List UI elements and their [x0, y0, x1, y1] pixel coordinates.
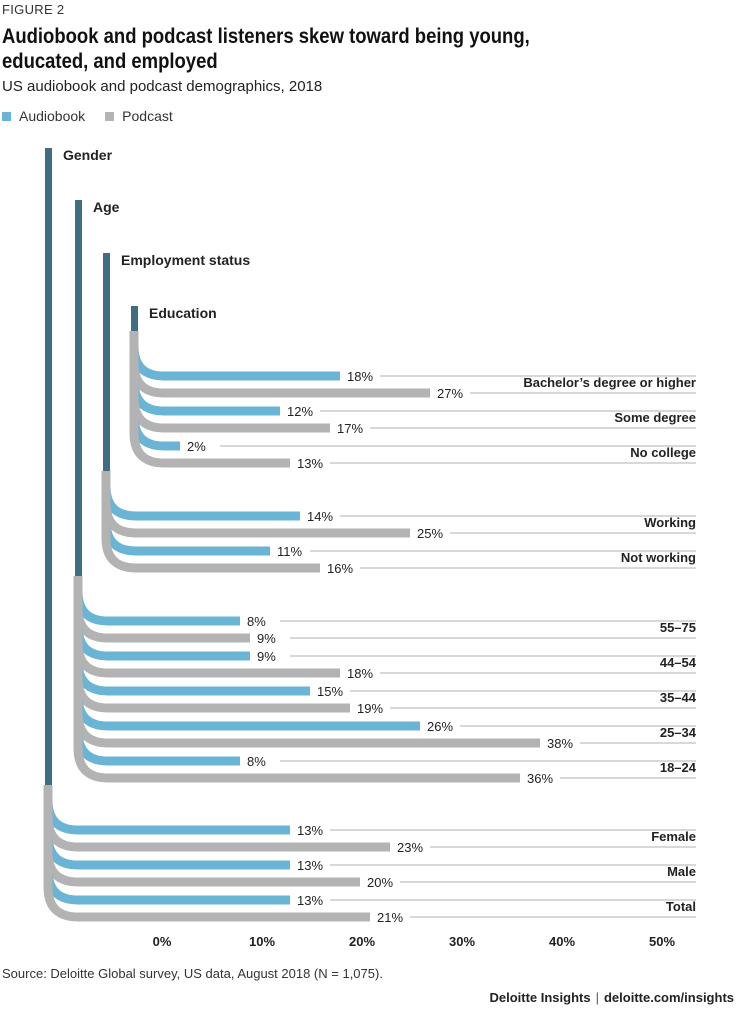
value-audiobook-age-35-44: 15%	[317, 684, 343, 699]
value-podcast-age-35-44: 19%	[357, 701, 383, 716]
legend-label-podcast: Podcast	[122, 108, 173, 124]
chart-legend: Audiobook Podcast	[2, 108, 173, 124]
stem-age	[75, 200, 82, 591]
value-audiobook-age-18-24: 8%	[247, 754, 266, 769]
x-tick-label-50: 50%	[649, 934, 675, 949]
bar-podcast-gender-female	[43, 785, 390, 852]
x-tick-label-0: 0%	[153, 934, 172, 949]
legend-label-audiobook: Audiobook	[19, 108, 86, 124]
category-label-gender-total: Total	[666, 899, 696, 914]
value-podcast-employment-status-working: 25%	[417, 526, 443, 541]
value-podcast-age-55-75: 9%	[257, 631, 276, 646]
category-label-age-25-34: 25–34	[660, 725, 697, 740]
value-podcast-employment-status-not-working: 16%	[327, 561, 353, 576]
value-audiobook-age-55-75: 8%	[247, 614, 266, 629]
category-label-gender-male: Male	[667, 864, 696, 879]
group-header-employment-status: Employment status	[121, 252, 250, 268]
bar-podcast-age-55-75	[73, 576, 250, 643]
value-podcast-education-no-college: 13%	[297, 456, 323, 471]
category-label-education-some-degree: Some degree	[614, 410, 696, 425]
bar-podcast-education-some-degree	[129, 366, 330, 433]
bar-podcast-age-18-24	[73, 716, 520, 783]
value-audiobook-employment-status-not-working: 11%	[277, 544, 302, 559]
value-audiobook-gender-female: 13%	[297, 823, 323, 838]
value-audiobook-education-some-degree: 12%	[287, 404, 313, 419]
category-label-gender-female: Female	[651, 829, 696, 844]
category-label-age-55-75: 55–75	[660, 620, 696, 635]
bar-audiobook-education-bachelor-s-degree-or-higher	[129, 331, 340, 381]
x-tick-label-30: 30%	[449, 934, 475, 949]
bar-audiobook-employment-status-working	[101, 471, 300, 521]
legend-item-audiobook: Audiobook	[2, 108, 85, 124]
bar-podcast-employment-status-working	[101, 471, 410, 538]
bar-audiobook-gender-female	[43, 785, 290, 835]
x-tick-label-20: 20%	[349, 934, 375, 949]
source-note: Source: Deloitte Global survey, US data,…	[2, 966, 383, 981]
stem-employment-status	[103, 253, 110, 486]
value-audiobook-gender-male: 13%	[297, 858, 323, 873]
bar-podcast-gender-total	[43, 855, 370, 922]
value-podcast-age-18-24: 36%	[527, 771, 553, 786]
value-audiobook-education-no-college: 2%	[187, 439, 206, 454]
group-header-education: Education	[149, 305, 217, 321]
category-label-employment-status-working: Working	[644, 515, 696, 530]
group-header-gender: Gender	[63, 147, 113, 163]
value-audiobook-age-44-54: 9%	[257, 649, 276, 664]
category-label-age-18-24: 18–24	[660, 760, 697, 775]
stem-gender	[45, 148, 52, 800]
chart-title: Audiobook and podcast listeners skew tow…	[2, 25, 530, 73]
x-tick-label-40: 40%	[549, 934, 575, 949]
bar-podcast-age-25-34	[73, 681, 540, 748]
footer-brand: Deloitte Insights	[489, 990, 591, 1005]
value-audiobook-gender-total: 13%	[297, 893, 323, 908]
category-label-age-44-54: 44–54	[660, 655, 697, 670]
value-podcast-gender-male: 20%	[367, 875, 393, 890]
value-podcast-age-44-54: 18%	[347, 666, 373, 681]
bar-audiobook-age-55-75	[73, 576, 240, 626]
legend-swatch-podcast	[105, 111, 115, 121]
bar-podcast-gender-male	[43, 820, 360, 887]
footer-credit: Deloitte Insights | deloitte.com/insights	[489, 990, 734, 1005]
group-header-age: Age	[93, 199, 120, 215]
legend-item-podcast: Podcast	[105, 108, 173, 124]
bar-podcast-education-no-college	[129, 401, 290, 468]
value-podcast-gender-female: 23%	[397, 840, 423, 855]
chart-area: Education Employment status Age Gender 18% 27…	[43, 147, 697, 949]
category-label-age-35-44: 35–44	[660, 690, 697, 705]
category-label-education-no-college: No college	[630, 445, 696, 460]
value-audiobook-employment-status-working: 14%	[307, 509, 333, 524]
figure-label: FIGURE 2	[2, 2, 65, 17]
value-podcast-gender-total: 21%	[377, 910, 403, 925]
value-audiobook-education-bachelor-s-degree-or-higher: 18%	[347, 369, 373, 384]
footer-separator: |	[595, 990, 599, 1005]
value-podcast-age-25-34: 38%	[547, 736, 573, 751]
chart-subtitle: US audiobook and podcast demographics, 2…	[2, 78, 323, 95]
x-tick-label-10: 10%	[249, 934, 275, 949]
value-podcast-education-bachelor-s-degree-or-higher: 27%	[437, 386, 463, 401]
footer-url: deloitte.com/insights	[603, 990, 734, 1005]
bar-podcast-education-bachelor-s-degree-or-higher	[129, 331, 430, 398]
bar-podcast-age-35-44	[73, 646, 350, 713]
category-label-education-bachelor-s-degree-or-higher: Bachelor’s degree or higher	[523, 375, 696, 390]
category-label-employment-status-not-working: Not working	[621, 550, 696, 565]
value-podcast-education-some-degree: 17%	[337, 421, 363, 436]
bar-podcast-employment-status-not-working	[101, 506, 320, 573]
stem-education	[131, 306, 138, 346]
legend-swatch-audiobook	[2, 111, 11, 121]
bar-podcast-age-44-54	[73, 611, 340, 678]
value-audiobook-age-25-34: 26%	[427, 719, 453, 734]
